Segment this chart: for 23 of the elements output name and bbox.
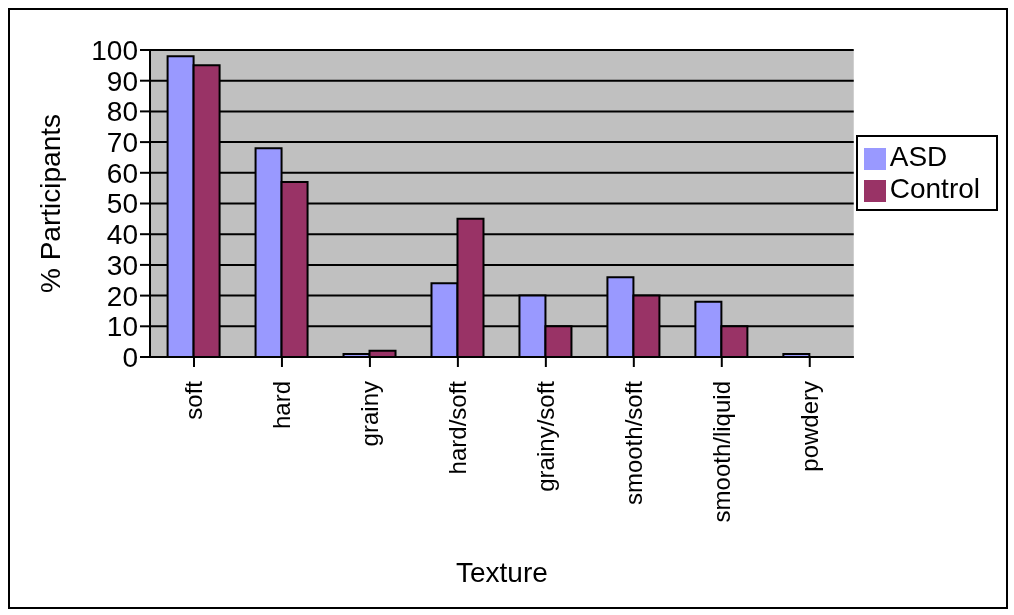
y-tick-label: 90	[106, 65, 138, 97]
x-tick-label: grainy/soft	[532, 380, 560, 492]
y-tick-label: 10	[106, 311, 138, 343]
x-tick-label: smooth/soft	[620, 380, 648, 506]
legend-label: ASD	[889, 141, 948, 172]
y-axis-title: % Participants	[34, 114, 66, 293]
y-tick-label: 0	[122, 341, 138, 373]
x-tick-label: soft	[180, 380, 208, 420]
x-tick-label: grainy	[356, 381, 384, 447]
y-tick-label: 20	[106, 280, 138, 312]
x-tick-label: smooth/liquid	[708, 381, 736, 523]
y-tick-label: 70	[106, 127, 138, 159]
y-tick-label: 50	[106, 188, 138, 220]
x-tick-label: hard/soft	[444, 380, 472, 475]
y-tick-label: 60	[106, 157, 138, 189]
y-tick-label: 40	[106, 219, 138, 251]
y-tick-label: 80	[106, 96, 138, 128]
y-tick-label: 100	[91, 34, 138, 66]
x-tick-label: powdery	[796, 381, 824, 472]
y-tick-label: 30	[106, 249, 138, 281]
x-axis-title: Texture	[455, 557, 548, 588]
legend-label: Control	[889, 173, 980, 204]
x-tick-label: hard	[268, 381, 296, 430]
